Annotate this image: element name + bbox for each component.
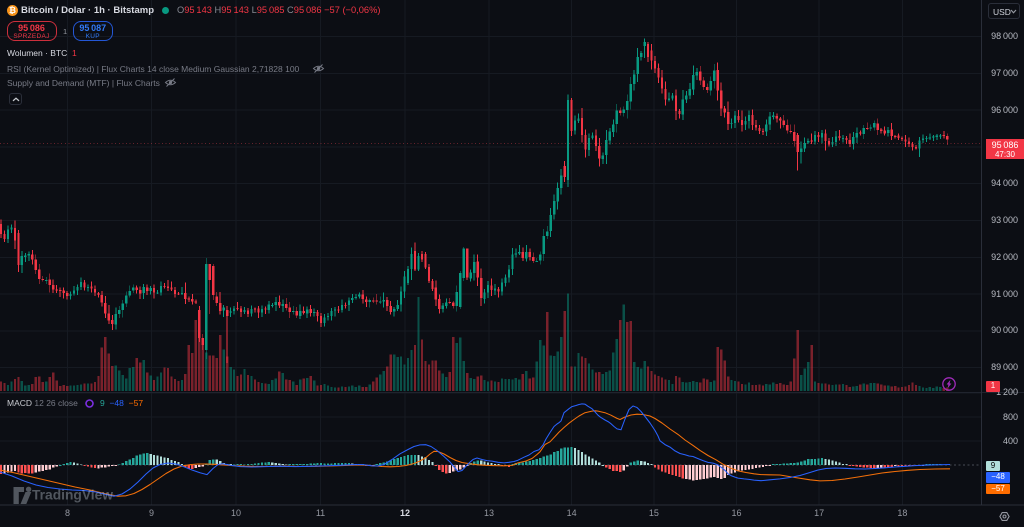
svg-text:TradingView: TradingView bbox=[32, 488, 113, 503]
